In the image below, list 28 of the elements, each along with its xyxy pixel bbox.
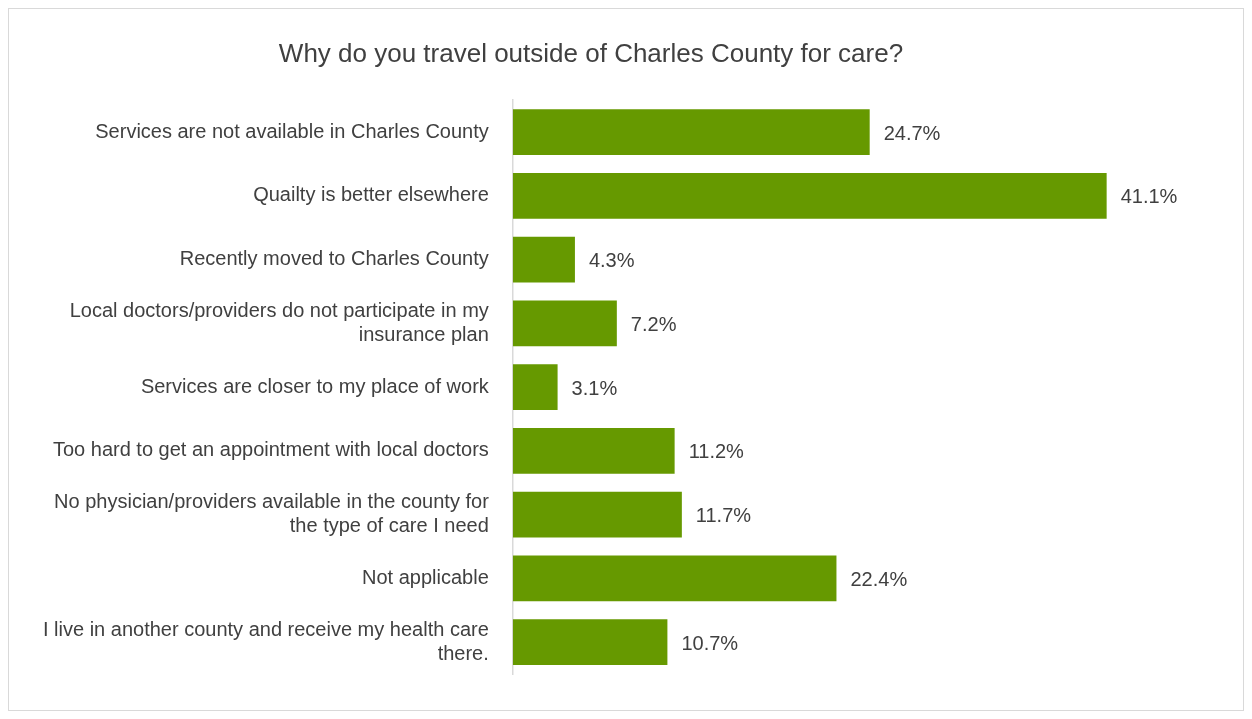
bar	[512, 236, 575, 283]
bar	[512, 619, 668, 666]
y-tick-label: No physician/providers available in the county for the type of care I need	[54, 490, 490, 537]
data-label: 24.7%	[883, 121, 941, 144]
chart-title: Why do you travel outside of Charles County for care?	[278, 37, 904, 68]
bar	[512, 364, 558, 411]
bar	[512, 172, 1107, 219]
y-tick-label: Local doctors/providers do not participate in my insurance plan	[69, 298, 489, 345]
data-label: 4.3%	[588, 249, 635, 272]
bar	[512, 427, 675, 474]
data-label: 41.1%	[1120, 185, 1178, 208]
y-tick-label: Services are closer to my place of work	[140, 374, 490, 397]
data-label: 3.1%	[571, 376, 618, 399]
y-tick-label: Quailty is better elsewhere	[253, 183, 489, 206]
data-label: 10.7%	[681, 631, 739, 654]
y-tick-label: Services are not available in Charles County	[95, 119, 489, 142]
bar	[512, 491, 682, 538]
y-tick-label: Recently moved to Charles County	[179, 247, 489, 270]
bar	[512, 109, 870, 156]
data-label: 22.4%	[850, 567, 908, 590]
bar	[512, 555, 837, 602]
y-tick-label: I live in another county and receive my health care there.	[42, 617, 489, 664]
data-label: 11.7%	[695, 504, 752, 527]
bar	[512, 300, 617, 347]
data-label: 7.2%	[630, 312, 677, 335]
y-tick-label: Too hard to get an appointment with local doctors	[52, 438, 489, 461]
data-label: 11.2%	[688, 440, 745, 463]
y-tick-label: Not applicable	[362, 565, 489, 588]
